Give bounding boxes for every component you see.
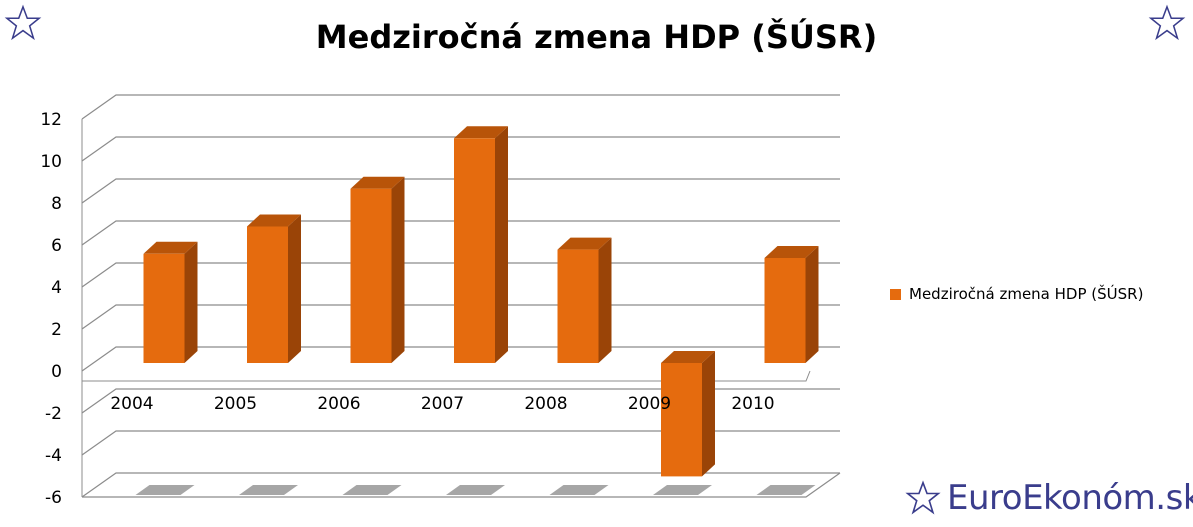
bar-top xyxy=(350,176,405,189)
y-tick-label: 8 xyxy=(51,194,62,214)
x-tick-label: 2005 xyxy=(214,394,257,414)
x-tick-label: 2010 xyxy=(731,394,774,414)
bar-side xyxy=(391,176,405,363)
star-outline-icon xyxy=(4,4,42,41)
bar-side xyxy=(184,241,198,363)
bar xyxy=(764,258,806,363)
x-tick-label: 2008 xyxy=(524,394,567,414)
y-tick-label: 0 xyxy=(51,362,62,382)
bar xyxy=(143,253,185,363)
legend: Medziročná zmena HDP (ŠÚSR) xyxy=(890,285,1143,303)
bar-shadow xyxy=(135,485,195,495)
bar xyxy=(247,226,288,363)
bar-top xyxy=(764,246,819,258)
x-tick-label: 2009 xyxy=(628,394,671,414)
gridline xyxy=(81,388,840,414)
y-tick-label: 12 xyxy=(40,110,62,130)
bar-side xyxy=(702,351,715,477)
y-tick-label: -6 xyxy=(45,488,62,508)
star-outline-icon xyxy=(1148,4,1186,41)
bar xyxy=(454,138,495,363)
bar-shadow xyxy=(549,485,609,495)
floor-edge xyxy=(82,472,841,498)
zero-floor-edge xyxy=(82,370,811,382)
legend-swatch xyxy=(890,288,901,300)
y-tick-label: 6 xyxy=(51,236,62,256)
bar-side xyxy=(598,237,612,363)
bar xyxy=(661,363,702,477)
bar-top xyxy=(454,126,508,139)
bar-side xyxy=(805,246,819,363)
chart-title: Medziročná zmena HDP (ŠÚSR) xyxy=(315,18,878,56)
x-tick-label: 2007 xyxy=(421,394,464,414)
bar-top xyxy=(661,351,715,363)
bar-top xyxy=(143,241,198,254)
bar-shadow xyxy=(446,485,505,495)
bar-side xyxy=(288,214,301,363)
y-tick-label: -4 xyxy=(45,446,62,466)
brand-logo: EuroEkonóm.sk xyxy=(905,478,1193,518)
gridline xyxy=(81,178,840,204)
bar-shadow xyxy=(239,485,298,495)
y-tick-label: 4 xyxy=(51,278,62,298)
bar-top xyxy=(557,237,612,250)
bar-shadow xyxy=(342,485,402,495)
gridline xyxy=(81,94,840,120)
gridline xyxy=(81,430,840,456)
gridline xyxy=(81,220,840,246)
bar-top xyxy=(247,214,301,227)
brand-text: EuroEkonóm.sk xyxy=(947,478,1193,518)
legend-label: Medziročná zmena HDP (ŠÚSR) xyxy=(909,285,1144,303)
bar xyxy=(350,188,392,363)
bar-shadow xyxy=(756,485,816,495)
bar xyxy=(557,249,599,363)
y-tick-label: 10 xyxy=(40,152,62,172)
y-tick-label: 2 xyxy=(51,320,62,340)
y-tick-label: -2 xyxy=(45,404,62,424)
star-outline-icon xyxy=(905,480,941,515)
bar-side xyxy=(495,126,508,363)
bar-shadow xyxy=(653,485,712,495)
x-tick-label: 2006 xyxy=(317,394,360,414)
x-tick-label: 2004 xyxy=(110,394,153,414)
gridline xyxy=(81,472,840,498)
gridline xyxy=(81,136,840,162)
